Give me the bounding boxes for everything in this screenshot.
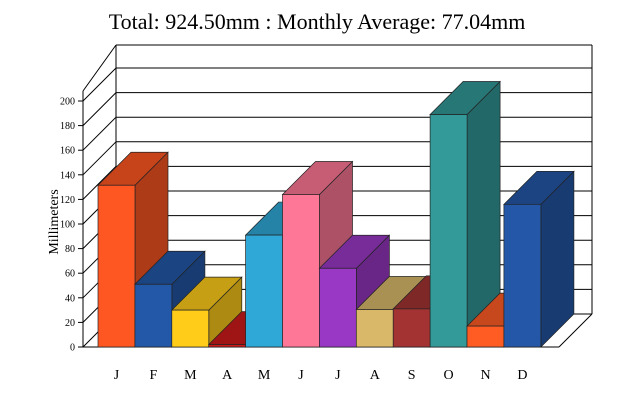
y-tick-label-20: 20 — [65, 318, 75, 329]
gridline-side-140 — [82, 141, 117, 176]
y-tick-label-160: 160 — [60, 146, 75, 157]
side-wall-top-edge — [82, 44, 117, 92]
floor-right-edge — [558, 313, 593, 348]
gridline-side-120 — [82, 166, 117, 200]
y-tick-label-0: 0 — [70, 343, 75, 354]
y-tick-label-60: 60 — [65, 269, 75, 280]
y-tick-label-100: 100 — [60, 220, 75, 231]
x-tick-label-9: S — [408, 368, 416, 383]
bar-front-face — [429, 114, 468, 348]
x-tick-label-7: J — [335, 368, 341, 383]
gridline-side-200 — [82, 67, 117, 102]
bar-front-face — [208, 344, 247, 348]
bar-front-face — [171, 309, 210, 348]
y-tick-label-80: 80 — [65, 244, 75, 255]
bar-front-face — [503, 203, 542, 348]
bar-front-face — [392, 308, 431, 348]
y-tick-labels: 0 20 40 60 80 100 120 140 160 180 200 — [60, 97, 75, 354]
x-tick-label-5: M — [258, 368, 271, 383]
bar-front-face — [282, 194, 320, 348]
gridline-side-180 — [82, 92, 117, 126]
bar-front-face — [134, 283, 173, 348]
bar-front-face — [319, 267, 357, 348]
bar-D-12 — [503, 170, 575, 348]
x-tick-label-10: O — [444, 368, 454, 383]
bar-front-face — [355, 309, 394, 348]
y-tick-label-140: 140 — [60, 170, 75, 181]
x-tick-label-12: D — [517, 368, 527, 383]
x-tick-label-4: A — [222, 368, 233, 383]
y-tick-label-120: 120 — [60, 195, 75, 206]
x-tick-label-1: J — [114, 368, 120, 383]
bar-front-face — [466, 325, 505, 348]
bar-front-face — [245, 234, 283, 348]
x-tick-label-11: N — [480, 368, 490, 383]
x-tick-label-8: A — [370, 368, 381, 383]
y-axis-label: Millimeters — [47, 189, 62, 254]
bar-O-10 — [429, 80, 501, 348]
y-tick-label-40: 40 — [65, 293, 75, 304]
x-tick-label-2: F — [150, 368, 158, 383]
x-tick-label-6: J — [298, 368, 304, 383]
bars — [97, 80, 575, 348]
gridline-side-160 — [82, 116, 117, 151]
x-tick-label-3: M — [184, 368, 197, 383]
y-axis — [78, 91, 84, 348]
chart-title: Total: 924.50mm : Monthly Average: 77.04… — [109, 9, 526, 34]
y-tick-label-200: 200 — [60, 97, 75, 108]
bar-front-face — [97, 184, 136, 348]
y-tick-label-180: 180 — [60, 121, 75, 132]
